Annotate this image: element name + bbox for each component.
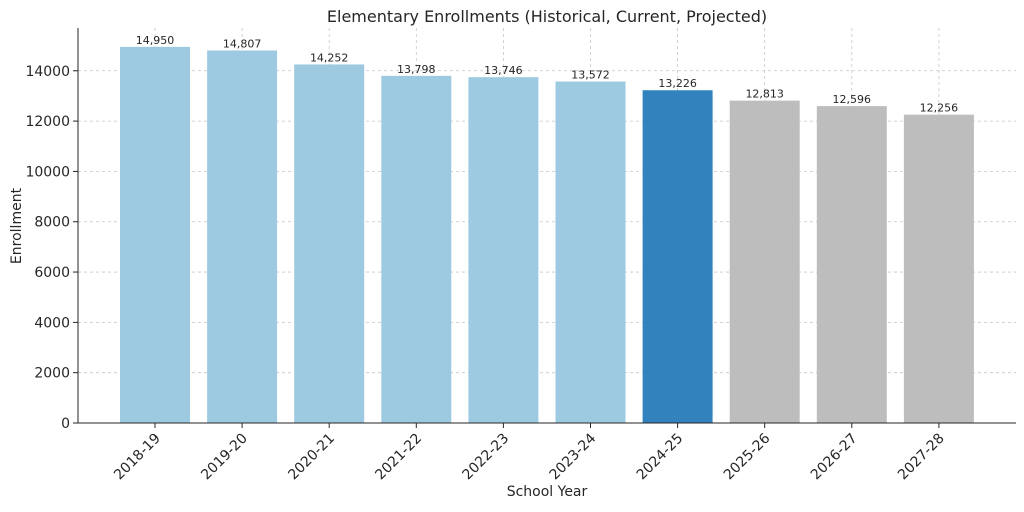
y-tick-label: 14000 <box>25 64 70 80</box>
y-tick-label: 0 <box>61 416 70 432</box>
y-tick-label: 12000 <box>25 114 70 130</box>
bar-2025-26 <box>729 100 800 424</box>
x-axis-label: School Year <box>507 484 588 500</box>
x-tick-label: 2021-22 <box>372 431 425 484</box>
y-tick-label: 6000 <box>34 265 70 281</box>
data-label: 12,813 <box>745 88 784 101</box>
y-tick-label: 2000 <box>34 366 70 382</box>
bars <box>120 46 974 424</box>
x-tick-label: 2025-26 <box>721 430 774 483</box>
y-axis-label: Enrollment <box>9 187 25 264</box>
data-label: 13,226 <box>658 77 697 90</box>
y-tick-label: 4000 <box>34 315 70 331</box>
data-label: 14,252 <box>310 51 349 64</box>
bar-2022-23 <box>468 77 539 424</box>
x-tick-label: 2023-24 <box>547 430 600 483</box>
x-tick-label: 2018-19 <box>111 431 164 484</box>
bar-2023-24 <box>555 81 626 424</box>
data-label: 12,256 <box>920 102 959 115</box>
data-label: 13,746 <box>484 64 523 77</box>
data-labels: 14,950 14,807 14,252 13,798 13,746 13,572 13,2… <box>136 34 958 115</box>
chart-title: Elementary Enrollments (Historical, Curr… <box>327 7 767 26</box>
data-label: 13,798 <box>397 63 436 76</box>
bar-2024-25 <box>642 90 713 423</box>
y-tick-label: 10000 <box>25 164 70 180</box>
x-tick-label: 2024-25 <box>634 431 687 484</box>
bar-2021-22 <box>381 75 452 423</box>
x-tick-label: 2022-23 <box>460 431 513 484</box>
x-tick-label: 2027-28 <box>895 431 948 484</box>
bar-2026-27 <box>816 106 887 423</box>
data-label: 12,596 <box>833 93 872 106</box>
y-tick-label: 8000 <box>34 215 70 231</box>
x-tick-label: 2020-21 <box>285 431 338 484</box>
bar-2018-19 <box>120 46 190 424</box>
x-tick-label: 2019-20 <box>198 431 251 484</box>
data-label: 14,807 <box>223 37 262 50</box>
data-label: 14,950 <box>136 34 175 47</box>
data-label: 13,572 <box>571 69 610 82</box>
bar-2020-21 <box>294 64 365 423</box>
bar-2027-28 <box>903 114 974 423</box>
bar-2019-20 <box>207 50 278 424</box>
x-tick-label: 2026-27 <box>808 431 861 484</box>
